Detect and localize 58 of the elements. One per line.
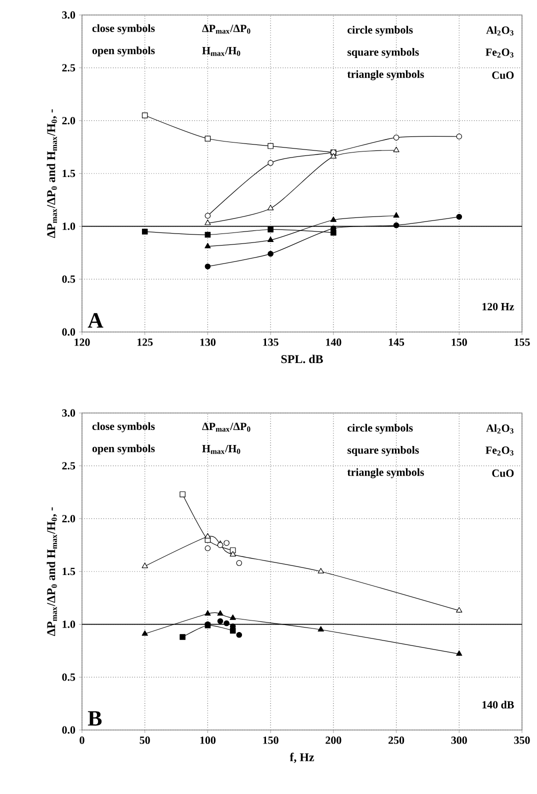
y-tick-label: 1.0 — [62, 620, 76, 628]
annotation: CuO — [492, 72, 514, 79]
y-tick-label: 2.5 — [62, 462, 76, 470]
y-tick-label: 2.0 — [62, 514, 76, 522]
annotation: ΔP$_{max}$/ΔP$_{0}$ — [202, 422, 250, 432]
annotation: square symbols — [348, 48, 419, 58]
annotation: open symbols — [92, 46, 155, 56]
y-tick-label: 2.0 — [62, 116, 76, 124]
annotation: Fe$_{2}$O$_{3}$ — [486, 48, 514, 58]
annotation: B — [88, 711, 102, 726]
y-tick-label: 3.0 — [62, 11, 76, 19]
annotation: ΔP$_{max}$/ΔP$_{0}$ — [202, 24, 250, 34]
x-tick-label: 145 — [388, 338, 404, 346]
annotation: CuO — [492, 470, 514, 477]
text: ΔP$_{max}$/ΔP$_{0}$ and H$_{max}$/H$_{0}$, - — [46, 109, 57, 238]
x-tick-label: 135 — [263, 338, 278, 346]
y-tick-label: 1.5 — [62, 170, 76, 178]
x-tick-label: 130 — [200, 338, 216, 346]
annotation: A — [88, 313, 104, 328]
y-tick-label: 0.5 — [62, 673, 76, 681]
annotation: close symbols — [92, 24, 155, 34]
annotation: 140 dB — [482, 700, 514, 708]
x-tick-label: 150 — [452, 338, 467, 346]
annotation: Fe$_{2}$O$_{3}$ — [486, 446, 514, 456]
x-tick-label: 250 — [388, 736, 404, 744]
annotation: circle symbols — [348, 424, 413, 434]
x-tick-label: 125 — [138, 338, 153, 346]
annotation: triangle symbols — [347, 70, 424, 80]
annotation: square symbols — [348, 446, 419, 456]
y-tick-label: 1.0 — [62, 222, 76, 230]
annotation: Al$_{2}$O$_{3}$ — [486, 424, 514, 434]
x-tick-label: 200 — [326, 736, 342, 744]
annotation: close symbols — [92, 422, 155, 432]
x-tick-label: 100 — [200, 736, 216, 744]
y-tick-label: 0.0 — [62, 726, 76, 734]
x-tick-label: 350 — [514, 736, 530, 744]
x-axis-title: SPL. dB — [281, 354, 323, 364]
x-tick-label: 300 — [451, 736, 467, 744]
y-tick-label: 1.5 — [62, 568, 76, 576]
annotation: H$_{max}$/H$_{0}$ — [202, 46, 240, 56]
x-axis-title: f, Hz — [290, 752, 314, 764]
annotation: 120 Hz — [482, 302, 514, 310]
annotation: circle symbols — [348, 26, 413, 36]
annotation: H$_{max}$/H$_{0}$ — [202, 444, 240, 454]
x-tick-label: 120 — [74, 338, 90, 346]
x-tick-label: 155 — [514, 338, 530, 346]
x-tick-label: 140 — [326, 338, 342, 346]
y-tick-label: 0.0 — [62, 328, 76, 336]
x-tick-label: 50 — [140, 736, 150, 744]
x-tick-label: 150 — [263, 736, 278, 744]
annotation: Al$_{2}$O$_{3}$ — [486, 26, 514, 36]
y-tick-label: 3.0 — [62, 409, 76, 417]
x-tick-label: 0 — [80, 736, 84, 744]
annotation: open symbols — [92, 444, 155, 454]
text: ΔP$_{max}$/ΔP$_{0}$ and H$_{max}$/H$_{0}$, - — [46, 507, 57, 636]
annotation: triangle symbols — [347, 468, 424, 478]
y-tick-label: 2.5 — [62, 64, 76, 72]
y-tick-label: 0.5 — [62, 275, 76, 283]
